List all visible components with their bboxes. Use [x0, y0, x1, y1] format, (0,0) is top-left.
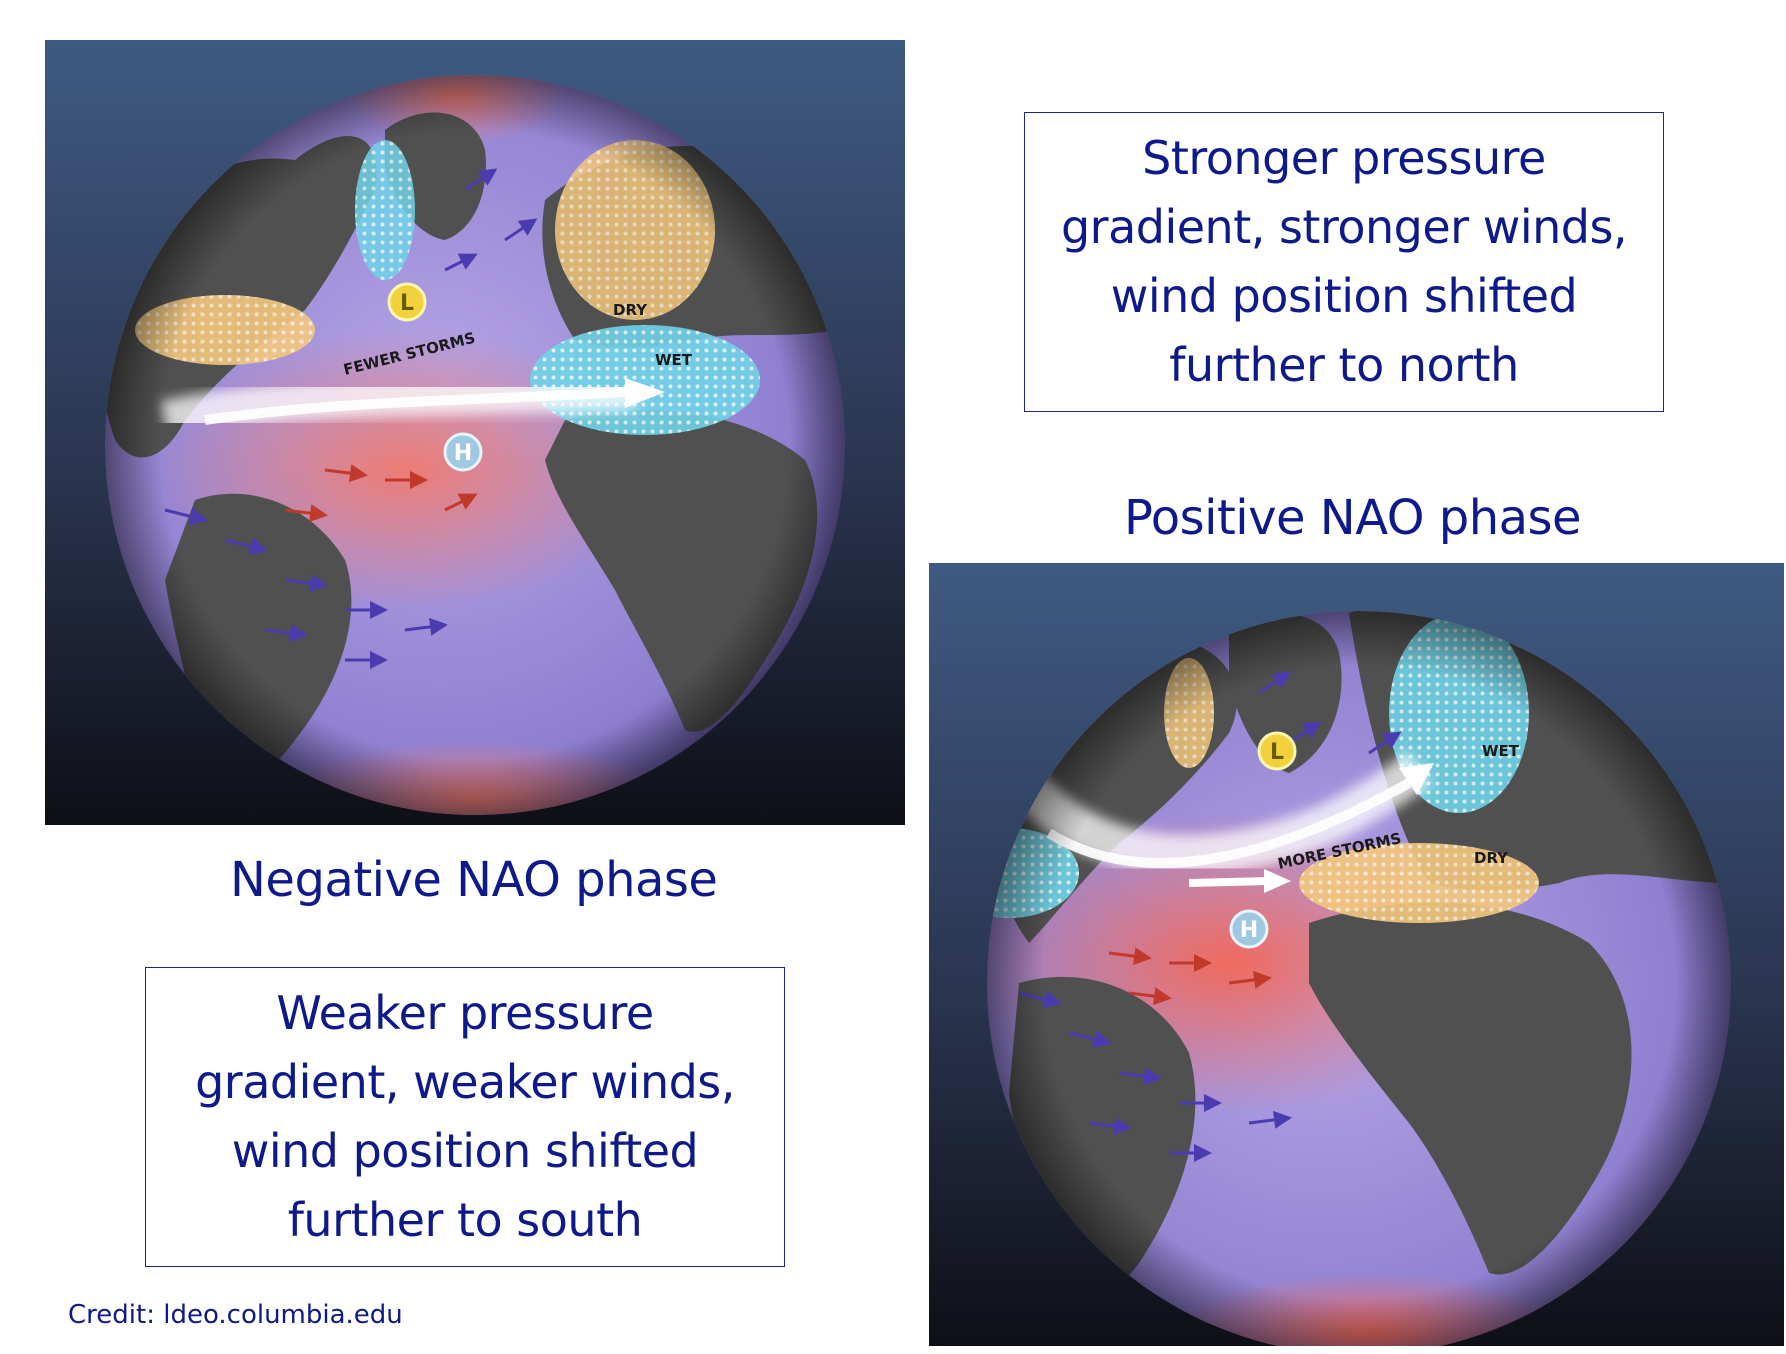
- image-credit: Credit: ldeo.columbia.edu: [68, 1300, 403, 1330]
- positive-nao-description-box: Stronger pressure gradient, stronger win…: [1024, 112, 1664, 412]
- dry-label: DRY: [1474, 849, 1509, 867]
- description-line: Weaker pressure: [276, 986, 654, 1040]
- negative-nao-globe-image: L H FEWER STORMS DRY WET: [45, 40, 905, 825]
- negative-nao-caption: Negative NAO phase: [230, 852, 718, 908]
- description-line: Stronger pressure: [1142, 131, 1546, 185]
- dry-label: DRY: [613, 301, 648, 319]
- low-pressure-symbol: L: [387, 282, 427, 322]
- description-line: wind position shifted: [231, 1124, 699, 1178]
- negative-nao-description-box: Weaker pressure gradient, weaker winds, …: [145, 967, 785, 1267]
- positive-nao-caption: Positive NAO phase: [1124, 490, 1582, 546]
- svg-text:H: H: [454, 441, 472, 466]
- svg-text:H: H: [1240, 918, 1258, 943]
- high-pressure-symbol: H: [443, 432, 483, 472]
- positive-nao-globe-image: L H MORE STORMS DRY WET: [929, 563, 1784, 1346]
- description-line: gradient, weaker winds,: [195, 1055, 735, 1109]
- svg-text:L: L: [1270, 740, 1284, 765]
- high-pressure-symbol: H: [1229, 909, 1269, 949]
- wet-label: WET: [655, 351, 693, 369]
- description-line: gradient, stronger winds,: [1060, 200, 1628, 254]
- description-line: further to south: [287, 1193, 643, 1247]
- svg-text:L: L: [400, 291, 414, 316]
- wet-label: WET: [1482, 742, 1520, 760]
- description-line: wind position shifted: [1110, 269, 1578, 323]
- description-line: further to north: [1169, 338, 1519, 392]
- low-pressure-symbol: L: [1257, 731, 1297, 771]
